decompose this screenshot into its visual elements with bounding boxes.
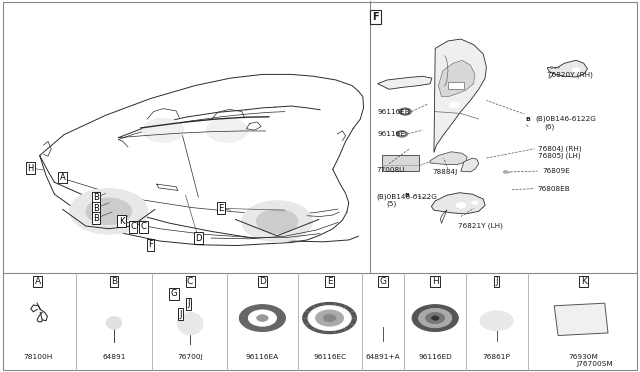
Text: H: H [28, 164, 34, 173]
Circle shape [398, 190, 415, 200]
Text: B: B [93, 204, 99, 213]
Circle shape [520, 114, 536, 124]
Text: 76809E: 76809E [543, 168, 570, 174]
Text: (B)0B146-6122G: (B)0B146-6122G [535, 116, 596, 122]
Text: C: C [130, 222, 136, 231]
Text: B: B [525, 116, 531, 122]
Circle shape [70, 189, 148, 234]
Polygon shape [461, 158, 479, 172]
Ellipse shape [142, 118, 184, 142]
Circle shape [399, 132, 404, 135]
Circle shape [316, 310, 344, 326]
Text: 96116ED: 96116ED [419, 354, 452, 360]
Text: 64891: 64891 [102, 354, 125, 360]
Text: 96116EA: 96116EA [246, 354, 279, 360]
Text: K: K [119, 217, 124, 226]
Text: 76821Y (LH): 76821Y (LH) [458, 222, 502, 229]
Polygon shape [430, 152, 467, 164]
Polygon shape [547, 60, 588, 77]
Circle shape [431, 316, 439, 320]
Text: 76930M: 76930M [569, 354, 598, 360]
Circle shape [371, 313, 394, 327]
Circle shape [501, 169, 510, 174]
Circle shape [456, 202, 466, 208]
Text: 77008U: 77008U [376, 167, 404, 173]
Text: F: F [372, 12, 379, 22]
Polygon shape [554, 303, 608, 336]
Text: J76700SM: J76700SM [577, 361, 614, 367]
Text: 76808EB: 76808EB [538, 186, 570, 192]
Text: G: G [380, 277, 386, 286]
Text: 76861P: 76861P [483, 354, 511, 360]
Ellipse shape [177, 312, 203, 335]
Circle shape [242, 201, 312, 242]
Text: A: A [60, 173, 65, 182]
Circle shape [419, 308, 452, 328]
Text: C: C [140, 222, 147, 231]
Text: J: J [188, 299, 190, 308]
Circle shape [248, 310, 276, 326]
Text: 76820Y (RH): 76820Y (RH) [547, 71, 593, 78]
Text: G: G [171, 289, 177, 298]
Text: A: A [35, 277, 41, 286]
Bar [382, 155, 419, 171]
Circle shape [86, 198, 132, 225]
Circle shape [303, 302, 356, 334]
Text: B: B [111, 277, 117, 286]
Text: E: E [218, 204, 223, 213]
Circle shape [323, 314, 336, 322]
Circle shape [472, 201, 478, 205]
Circle shape [239, 305, 285, 331]
Circle shape [256, 209, 298, 234]
Text: 78100H: 78100H [23, 354, 52, 360]
Text: (B)0B146-6122G: (B)0B146-6122G [376, 193, 437, 200]
Ellipse shape [106, 317, 122, 329]
Polygon shape [434, 39, 486, 153]
Circle shape [426, 312, 445, 324]
Text: (5): (5) [387, 200, 397, 207]
Text: F: F [148, 240, 153, 249]
Circle shape [449, 102, 460, 108]
Text: 96116EC: 96116EC [313, 354, 346, 360]
Bar [448, 82, 464, 89]
Circle shape [402, 110, 408, 113]
Text: B: B [93, 193, 99, 202]
Polygon shape [378, 76, 432, 89]
Text: 64891+A: 64891+A [365, 354, 400, 360]
Text: 76805J (LH): 76805J (LH) [538, 153, 580, 160]
Text: 76700J: 76700J [177, 354, 203, 360]
Text: B: B [93, 214, 99, 223]
Ellipse shape [206, 118, 248, 142]
Text: 78884J: 78884J [432, 169, 457, 175]
Text: K: K [580, 277, 587, 286]
Circle shape [503, 170, 508, 173]
Circle shape [308, 305, 351, 331]
Polygon shape [438, 60, 475, 97]
Circle shape [257, 315, 268, 321]
Text: 96116EB: 96116EB [378, 109, 410, 115]
Circle shape [412, 305, 458, 331]
Text: H: H [432, 277, 438, 286]
Text: 96116E: 96116E [378, 131, 405, 137]
Circle shape [480, 311, 513, 330]
Circle shape [396, 131, 408, 137]
Text: J: J [495, 277, 498, 286]
Text: E: E [327, 277, 332, 286]
Polygon shape [431, 193, 485, 214]
Text: B: B [404, 193, 409, 198]
Circle shape [572, 68, 580, 72]
Circle shape [399, 108, 412, 115]
Text: D: D [259, 277, 266, 286]
Text: 76804J (RH): 76804J (RH) [538, 145, 581, 152]
Text: J: J [179, 310, 182, 319]
Text: (6): (6) [544, 123, 554, 130]
Text: C: C [187, 277, 193, 286]
Text: D: D [195, 234, 202, 243]
